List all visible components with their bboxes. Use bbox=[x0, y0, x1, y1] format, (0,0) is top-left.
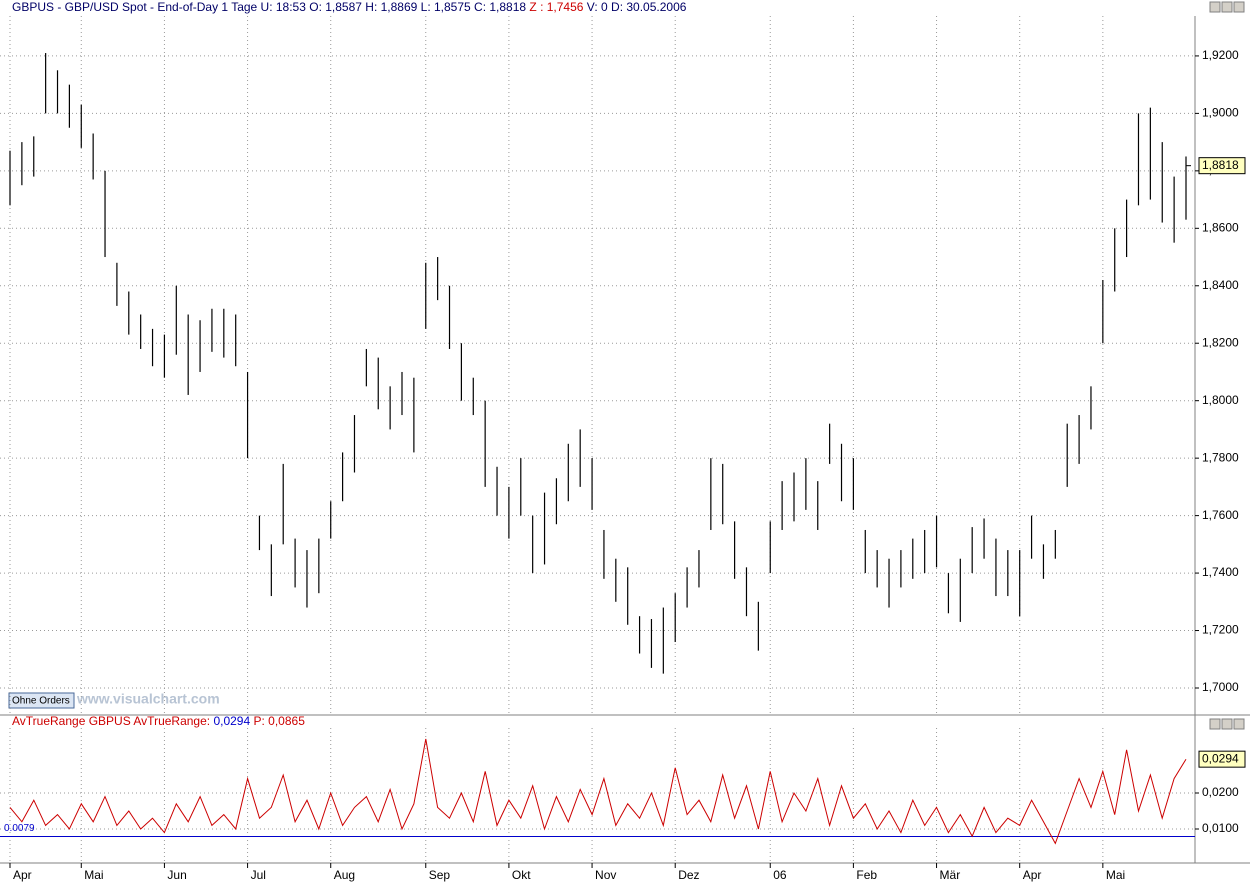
y-tick-label: 1,9000 bbox=[1202, 106, 1239, 120]
orders-button-label[interactable]: Ohne Orders bbox=[12, 696, 70, 707]
header-text: GBPUS - GBP/USD Spot - End-of-Day 1 Tage… bbox=[12, 0, 529, 14]
header-text: AvTrueRange GBPUS AvTrueRange: bbox=[12, 714, 213, 728]
y-tick-label: 1,7400 bbox=[1202, 565, 1239, 579]
y-tick-label: 0,0200 bbox=[1202, 785, 1239, 799]
x-tick-label: Mär bbox=[940, 868, 961, 882]
header-value: 0,0294 bbox=[213, 714, 250, 728]
header-z: Z : 1,7456 bbox=[529, 0, 583, 14]
header-text: P: bbox=[250, 714, 268, 728]
maximize-button[interactable] bbox=[1221, 1, 1233, 13]
last-value-label: 1,8818 bbox=[1202, 158, 1239, 172]
y-tick-label: 1,7800 bbox=[1202, 450, 1239, 464]
y-tick-label: 0,0100 bbox=[1202, 821, 1239, 835]
last-value-box bbox=[1198, 750, 1246, 768]
header-text: V: 0 D: 30.05.2006 bbox=[583, 0, 686, 14]
x-tick-label: Mai bbox=[84, 868, 103, 882]
price-header: GBPUS - GBP/USD Spot - End-of-Day 1 Tage… bbox=[12, 0, 687, 14]
last-value-label: 0,0294 bbox=[1202, 751, 1239, 765]
x-tick-label: Apr bbox=[13, 868, 32, 882]
x-tick-label: Feb bbox=[856, 868, 877, 882]
x-tick-label: Dez bbox=[678, 868, 699, 882]
atr-line bbox=[9, 738, 1187, 845]
orders-button[interactable] bbox=[8, 692, 75, 709]
atr-header: AvTrueRange GBPUS AvTrueRange: 0,0294 P:… bbox=[12, 714, 305, 728]
close-button[interactable] bbox=[1233, 1, 1245, 13]
y-tick-label: 1,8200 bbox=[1202, 335, 1239, 349]
x-tick-label: Sep bbox=[429, 868, 451, 882]
y-tick-label: 1,8600 bbox=[1202, 220, 1239, 234]
x-tick-label: Mai bbox=[1106, 868, 1125, 882]
x-tick-label: Jun bbox=[167, 868, 186, 882]
x-tick-label: Okt bbox=[512, 868, 531, 882]
close-button[interactable] bbox=[1233, 718, 1245, 730]
y-tick-label: 1,7200 bbox=[1202, 623, 1239, 637]
y-tick-label: 1,9200 bbox=[1202, 48, 1239, 62]
minimize-button[interactable] bbox=[1209, 1, 1221, 13]
maximize-button[interactable] bbox=[1221, 718, 1233, 730]
window-buttons[interactable] bbox=[1209, 1, 1245, 730]
watermark: www.visualchart.com bbox=[76, 691, 220, 707]
y-tick-label: 1,8400 bbox=[1202, 278, 1239, 292]
x-tick-label: Apr bbox=[1023, 868, 1042, 882]
x-tick-label: 06 bbox=[773, 868, 787, 882]
x-tick-label: Jul bbox=[251, 868, 266, 882]
last-value-box bbox=[1198, 157, 1246, 175]
y-tick-label: 1,7600 bbox=[1202, 508, 1239, 522]
y-tick-label: 1,7000 bbox=[1202, 680, 1239, 694]
x-tick-label: Nov bbox=[595, 868, 616, 882]
reference-label: 0.0079 bbox=[4, 823, 35, 834]
header-value: 0,0865 bbox=[268, 714, 305, 728]
y-tick-label: 1,8000 bbox=[1202, 393, 1239, 407]
minimize-button[interactable] bbox=[1209, 718, 1221, 730]
x-tick-label: Aug bbox=[334, 868, 355, 882]
